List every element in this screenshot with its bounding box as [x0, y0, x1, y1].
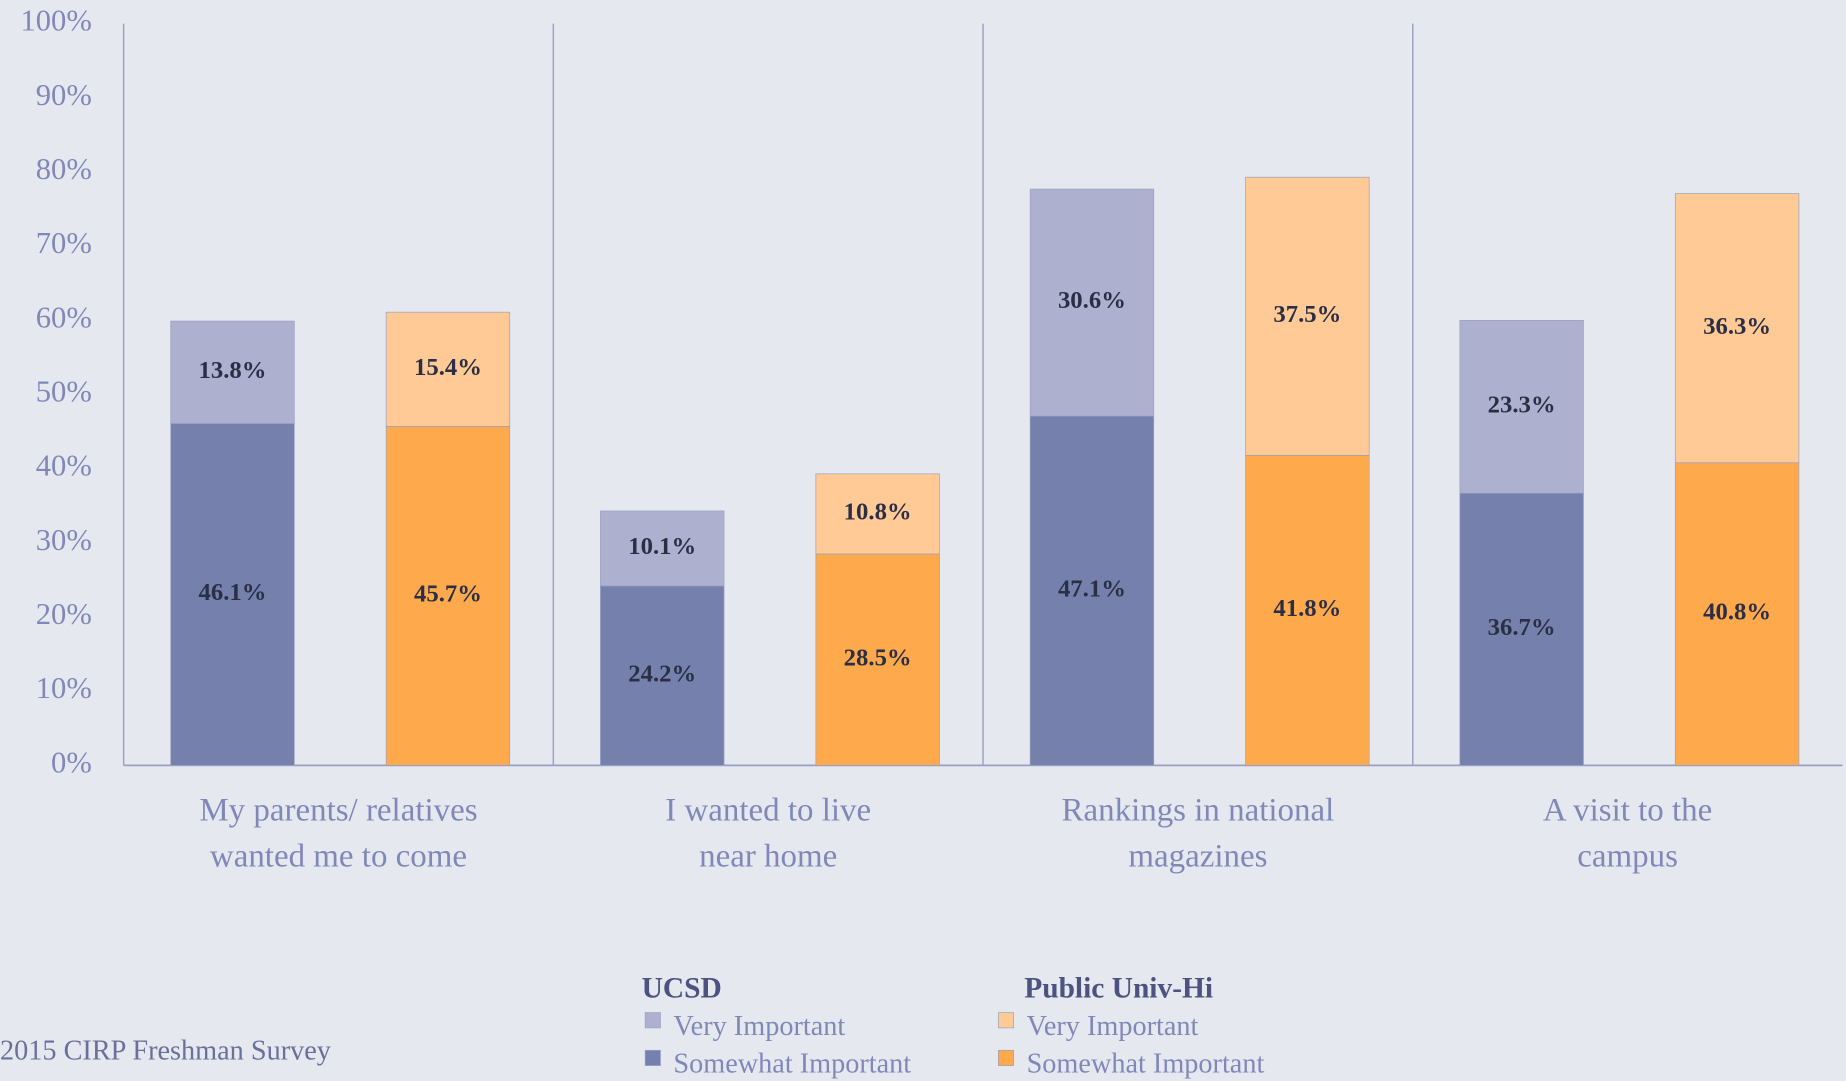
bar-segment [1674, 193, 1800, 464]
y-tick-label: 50% [36, 375, 92, 409]
y-tick-label: 30% [36, 523, 92, 557]
data-label: 13.8% [199, 357, 267, 384]
data-label: 37.5% [1273, 301, 1341, 328]
bar-segment [1029, 415, 1155, 766]
bar-segment [815, 473, 940, 555]
y-tick-label: 40% [36, 449, 92, 483]
data-label: 41.8% [1273, 595, 1341, 622]
y-tick-label: 10% [36, 671, 92, 705]
bar-segment [1029, 188, 1155, 417]
legend-swatch [644, 1012, 661, 1029]
data-label: 40.8% [1703, 599, 1771, 626]
x-tick-label: My parents/ relatives wanted me to come [199, 793, 477, 875]
x-tick-label: I wanted to live near home [665, 793, 871, 875]
y-tick-label: 0% [51, 745, 92, 779]
bar-segment [1245, 176, 1370, 456]
bar-segment [1459, 319, 1584, 494]
legend-swatch [997, 1012, 1015, 1029]
bar-segment [1459, 492, 1584, 766]
y-tick-label: 90% [36, 78, 92, 112]
bar-segment [385, 426, 511, 766]
data-label: 30.6% [1058, 287, 1126, 314]
data-label: 36.3% [1703, 313, 1771, 340]
legend-swatch [644, 1049, 661, 1066]
bar-segment [1245, 454, 1370, 766]
bar-segment [385, 311, 511, 427]
x-tick-label: A visit to the campus [1543, 793, 1712, 875]
y-tick-label: 60% [36, 300, 92, 334]
bar-segment [1674, 462, 1800, 766]
data-label: 10.1% [628, 533, 696, 560]
data-label: 28.5% [844, 644, 912, 671]
data-label: 23.3% [1488, 391, 1556, 418]
legend-label: Somewhat Important [1027, 1049, 1265, 1080]
data-label: 46.1% [199, 579, 267, 606]
bar-segment [170, 320, 295, 424]
data-label: 15.4% [414, 354, 482, 381]
bar-segment [170, 423, 295, 766]
data-label: 10.8% [844, 499, 912, 526]
legend-swatch [997, 1049, 1015, 1066]
x-tick-label: Rankings in national magazines [1062, 793, 1335, 875]
data-label: 45.7% [414, 581, 482, 608]
legend-header: Public Univ-Hi [1024, 972, 1213, 1004]
legend-label: Somewhat Important [673, 1049, 911, 1080]
legend-label: Very Important [1027, 1011, 1199, 1042]
y-tick-label: 20% [36, 597, 92, 631]
y-tick-label: 70% [36, 226, 92, 260]
data-label: 24.2% [628, 660, 696, 687]
bar-segment [600, 510, 725, 587]
bar-segment [815, 553, 940, 766]
legend-label: Very Important [673, 1011, 845, 1042]
data-label: 47.1% [1058, 575, 1126, 602]
bar-segment [600, 585, 725, 766]
footer: 2015 CIRP Freshman Survey [0, 1036, 332, 1067]
y-tick-label: 80% [36, 152, 92, 186]
legend-header: UCSD [642, 972, 722, 1004]
data-label: 36.7% [1488, 614, 1556, 641]
y-tick-label: 100% [20, 4, 91, 38]
